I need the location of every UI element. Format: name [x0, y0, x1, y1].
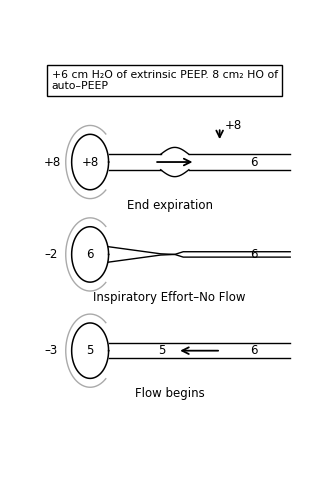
Text: +6 cm H₂O of extrinsic PEEP. 8 cm₂ HO of
auto–PEEP: +6 cm H₂O of extrinsic PEEP. 8 cm₂ HO of… [52, 70, 278, 91]
Text: 5: 5 [158, 344, 166, 357]
Text: Inspiratory Effort–No Flow: Inspiratory Effort–No Flow [93, 291, 246, 304]
Text: –3: –3 [44, 344, 57, 357]
Text: 6: 6 [251, 248, 258, 261]
Text: 6: 6 [251, 344, 258, 357]
Text: 6: 6 [86, 248, 94, 261]
Text: +8: +8 [44, 156, 61, 168]
Text: Flow begins: Flow begins [135, 387, 205, 400]
Text: –2: –2 [44, 248, 57, 261]
Text: End expiration: End expiration [127, 198, 213, 211]
Text: 6: 6 [251, 156, 258, 168]
Text: 5: 5 [86, 344, 94, 357]
Text: +8: +8 [81, 156, 99, 168]
Text: +8: +8 [225, 119, 242, 132]
